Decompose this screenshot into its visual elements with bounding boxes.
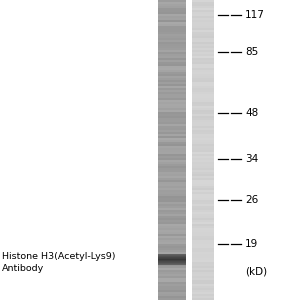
Bar [192,236,214,238]
Bar [192,98,214,100]
Bar [158,130,186,132]
Bar [192,44,214,46]
Bar [158,90,186,92]
Bar [158,4,186,6]
Bar [192,122,214,124]
Bar [158,148,186,150]
Bar [158,124,186,126]
Bar [158,198,186,200]
Bar [192,278,214,280]
Bar [158,252,186,254]
Bar [192,244,214,246]
Bar [158,40,186,42]
Bar [158,238,186,240]
Bar [192,218,214,220]
Text: 26: 26 [245,195,258,205]
Bar [192,58,214,60]
Bar [192,274,214,276]
Bar [158,144,186,146]
Bar [192,232,214,234]
Bar [192,132,214,134]
Bar [192,270,214,272]
Bar [158,14,186,16]
Bar [192,34,214,36]
Bar [158,200,186,202]
Bar [192,104,214,106]
Bar [192,286,214,288]
Bar [158,208,186,210]
Bar [158,296,186,298]
Bar [192,198,214,200]
Bar [158,118,186,120]
Bar [192,116,214,118]
Bar [192,100,214,102]
Bar [192,10,214,12]
Bar [158,214,186,216]
Bar [158,36,186,38]
Bar [192,72,214,74]
Bar [158,18,186,20]
Bar [158,66,186,68]
Bar [192,196,214,198]
Bar [192,272,214,274]
Bar [192,206,214,208]
Bar [192,54,214,56]
Bar [158,98,186,100]
Bar [192,68,214,70]
Bar [158,174,186,176]
Text: Histone H3(Acetyl-Lys9)
Antibody: Histone H3(Acetyl-Lys9) Antibody [2,252,115,273]
Bar [158,254,186,256]
Bar [192,190,214,192]
Bar [192,294,214,296]
Bar [158,264,186,265]
Bar [192,88,214,90]
Bar [192,202,214,204]
Bar [158,228,186,230]
Bar [192,162,214,164]
Bar [158,262,186,264]
Bar [158,120,186,122]
Bar [158,184,186,186]
Bar [158,46,186,48]
Bar [192,200,214,202]
Bar [192,230,214,232]
Bar [158,272,186,274]
Bar [192,268,214,270]
Bar [192,28,214,30]
Bar [192,298,214,300]
Bar [158,280,186,282]
Bar [158,262,186,263]
Bar [192,194,214,196]
Bar [158,190,186,192]
Bar [192,238,214,240]
Bar [158,150,186,152]
Bar [158,182,186,184]
Bar [192,292,214,294]
Bar [158,2,186,4]
Bar [158,256,186,257]
Bar [158,68,186,70]
Bar [158,50,186,52]
Bar [158,84,186,86]
Bar [192,220,214,222]
Bar [158,298,186,300]
Bar [192,144,214,146]
Bar [192,248,214,250]
Bar [192,184,214,186]
Bar [158,290,186,292]
Bar [192,264,214,266]
Bar [192,124,214,126]
Text: 117: 117 [245,10,265,20]
Bar [158,212,186,214]
Bar [158,206,186,208]
Bar [158,178,186,180]
Bar [192,6,214,8]
Bar [158,86,186,88]
Bar [192,168,214,170]
Bar [192,24,214,26]
Bar [158,188,186,190]
Bar [192,50,214,52]
Bar [192,56,214,58]
Bar [192,254,214,256]
Bar [158,172,186,174]
